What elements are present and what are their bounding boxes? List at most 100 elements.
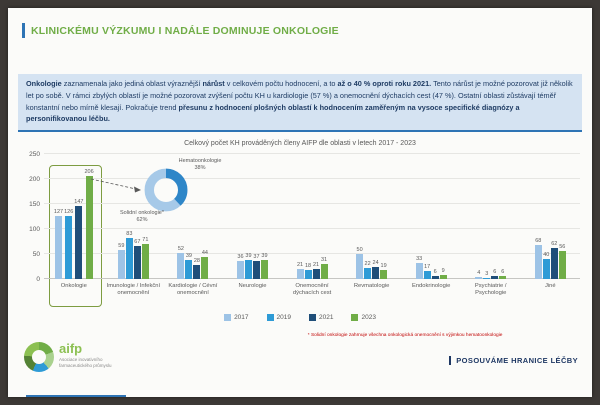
gridline — [44, 153, 580, 154]
bar-group-2: 59 83 67 71 — [104, 154, 164, 279]
category-label: Psychiatrie / Psychologie — [474, 283, 507, 297]
bar-2021 — [431, 276, 439, 279]
bar-2017 — [55, 215, 62, 279]
bar-column: 3 — [483, 271, 491, 279]
bar-2021 — [372, 267, 380, 279]
bar-groups: 127 126 147 206 59 83 67 71 52 39 28 44 36 39 37 39 21 18… — [44, 154, 580, 279]
bar-2023 — [558, 251, 566, 279]
bar-column: 71 — [141, 236, 149, 279]
bar-column: 68 — [534, 238, 542, 279]
bar-value-label: 52 — [177, 246, 184, 252]
intro-run: Onkologie — [26, 79, 62, 88]
bar-column: 6 — [491, 269, 499, 279]
bar-2017 — [475, 277, 483, 279]
bar-value-label: 19 — [380, 262, 387, 269]
bar-value-label: 40 — [543, 252, 550, 258]
bar-column: 83 — [125, 230, 133, 279]
chart-legend: 2017 2019 2021 2023 — [8, 314, 592, 321]
y-axis-tick: 250 — [29, 151, 40, 158]
legend-label: 2023 — [361, 314, 376, 321]
intro-highlight-box: Onkologie zaznamenala jako jediná oblast… — [18, 74, 582, 133]
bar-value-label: 21 — [296, 261, 304, 268]
bar-group-1: 127 126 147 206 — [44, 154, 104, 279]
bar-2021 — [75, 205, 83, 279]
bar-column: 52 — [177, 246, 185, 279]
bar-column: 17 — [423, 264, 431, 279]
bar-2017 — [415, 262, 423, 279]
bar-2023 — [260, 259, 268, 279]
bar-column: 40 — [542, 252, 550, 279]
bar-group-5: 21 18 21 31 — [282, 154, 342, 279]
bar-value-label: 62 — [551, 241, 558, 247]
bar-value-label: 44 — [201, 250, 208, 256]
bar-value-label: 206 — [84, 169, 94, 175]
intro-run: až o 40 % oproti roku 2021. — [337, 79, 432, 88]
bar-value-label: 6 — [433, 269, 437, 275]
onkologie-donut-chart — [144, 168, 188, 212]
donut-label-pct: 38% — [194, 165, 206, 172]
brand-name: aifp — [59, 341, 83, 356]
category-label: Revmatologie — [353, 283, 390, 289]
bar-2019 — [483, 277, 491, 279]
bar-column: 127 — [54, 209, 63, 279]
bar-value-label: 39 — [261, 252, 268, 259]
bar-column: 39 — [244, 252, 252, 279]
bar-2021 — [312, 268, 320, 279]
bar-column: 36 — [236, 254, 244, 279]
bar-2019 — [65, 216, 73, 279]
legend-swatch — [224, 314, 232, 321]
bar-column: 24 — [372, 260, 380, 279]
intro-text: Onkologie zaznamenala jako jediná oblast… — [26, 79, 573, 123]
bar-2017 — [356, 254, 364, 279]
bar-value-label: 83 — [126, 230, 133, 237]
bar-column: 56 — [558, 244, 566, 279]
bar-value-label: 9 — [441, 267, 445, 274]
bar-2021 — [133, 245, 141, 279]
bar-column: 19 — [380, 262, 388, 279]
intro-run: nárůst — [202, 79, 225, 88]
intro-run: v celkovém počtu hodnocení, a to — [224, 79, 338, 88]
footer-slogan: POSOUVÁME HRANICE LÉČBY — [449, 356, 578, 365]
legend-label: 2019 — [276, 314, 291, 321]
bar-2023 — [320, 263, 328, 279]
intro-run: Tento nárůst je možné pozorovat již něko… — [26, 79, 573, 112]
plot-area: 0 50 100 150 200 250 127 126 147 206 59 83 67 71 52 39 2… — [29, 151, 580, 307]
title-row: KLINICKÉMU VÝZKUMU I NADÁLE DOMINUJE ONK… — [22, 23, 339, 38]
bar-2017 — [117, 249, 125, 279]
y-axis-tick: 0 — [36, 276, 40, 283]
bar-column: 22 — [364, 261, 372, 279]
bar-2017 — [534, 245, 542, 279]
bar-value-label: 39 — [245, 252, 252, 259]
bar-2019 — [125, 237, 133, 279]
y-axis-tick: 100 — [29, 226, 40, 233]
legend-item-2017: 2017 — [224, 314, 249, 321]
bar-2021 — [252, 260, 260, 279]
bar-value-label: 56 — [559, 244, 566, 250]
bar-value-label: 28 — [193, 258, 200, 264]
bar-value-label: 18 — [304, 263, 312, 269]
bar-column: 4 — [475, 270, 483, 279]
bar-2023 — [201, 257, 209, 279]
gridline — [44, 228, 580, 229]
bar-column: 21 — [296, 261, 304, 279]
bar-2021 — [193, 265, 201, 279]
bar-value-label: 22 — [364, 261, 371, 267]
bar-column: 18 — [304, 263, 312, 279]
bar-column: 147 — [74, 199, 83, 279]
bar-column: 206 — [84, 169, 94, 279]
category-labels: Onkologie Imunologie / Infekční onemocněn… — [44, 281, 580, 297]
bar-value-label: 59 — [118, 242, 125, 249]
bar-2017 — [296, 268, 304, 279]
donut-label-pct: 62% — [136, 217, 148, 224]
bar-2023 — [439, 274, 447, 279]
donut-label-text: Hematoonkologie — [178, 158, 222, 164]
bar-column: 62 — [550, 241, 558, 279]
y-axis-tick: 50 — [32, 251, 40, 258]
legend-label: 2021 — [319, 314, 334, 321]
bottom-link-line — [26, 395, 126, 397]
category-label: Kardiologie / Cévní onemocnění — [168, 283, 218, 297]
bar-value-label: 71 — [142, 236, 149, 243]
bar-group-6: 50 22 24 19 — [342, 154, 402, 279]
bar-2023 — [85, 176, 93, 279]
bar-2023 — [380, 269, 388, 279]
